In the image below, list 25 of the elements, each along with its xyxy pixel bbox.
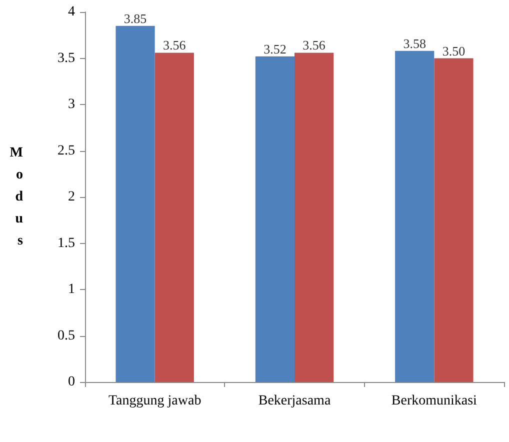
y-tick-label: 1.5 (58, 236, 75, 251)
y-tick-label: 4 (68, 4, 75, 20)
data-label: 3.85 (124, 10, 147, 26)
data-label: 3.50 (442, 43, 466, 58)
y-tick-label: 3.5 (58, 50, 75, 66)
data-label: 3.58 (403, 36, 426, 51)
data-label: 3.52 (264, 41, 286, 56)
bar (395, 50, 434, 382)
bar (255, 56, 294, 382)
bar (434, 58, 474, 382)
y-tick-label: 1 (68, 282, 75, 297)
bar (116, 26, 155, 382)
y-tick-label: 0.5 (58, 328, 75, 344)
y-axis-title: Modus (10, 146, 24, 248)
y-tick-label: 3 (68, 97, 75, 112)
data-label: 3.56 (302, 38, 326, 53)
y-tick-label: 2 (68, 190, 75, 204)
x-tick-label: Berkomunikasi (391, 394, 478, 408)
bar (294, 52, 334, 382)
bar (154, 52, 194, 382)
x-tick-label: Tanggung jawab (108, 394, 202, 408)
data-label: 3.56 (163, 38, 186, 53)
y-tick-label: 0 (68, 374, 75, 390)
x-tick-label: Bekerjasama (258, 394, 332, 408)
y-tick-label: 2.5 (58, 143, 75, 158)
